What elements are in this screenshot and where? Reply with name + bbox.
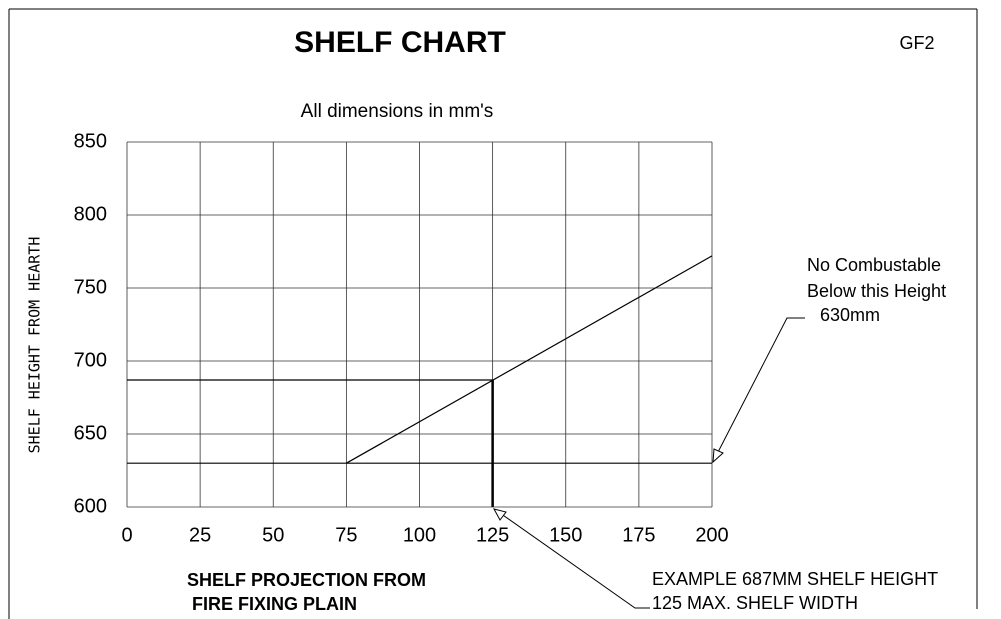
x-tick-label: 50 (262, 524, 284, 546)
chart-title: SHELF CHART (294, 26, 506, 59)
x-axis-label: FIRE FIXING PLAIN (192, 594, 357, 614)
x-tick-label: 100 (403, 524, 436, 546)
code: GF2 (899, 33, 934, 53)
x-tick-label: 25 (189, 524, 211, 546)
y-tick-label: 750 (74, 276, 107, 298)
x-axis-label: SHELF PROJECTION FROM (187, 570, 426, 590)
annotation: 630mm (820, 305, 880, 325)
y-axis-label: SHELF HEIGHT FROM HEARTH (26, 237, 44, 454)
x-tick-label: 175 (622, 524, 655, 546)
y-tick-label: 650 (74, 422, 107, 444)
arrow-head (712, 448, 724, 464)
y-tick-label: 800 (74, 203, 107, 225)
annotation: 125 MAX. SHELF WIDTH (652, 593, 858, 613)
leader-line (499, 512, 650, 609)
x-tick-label: 150 (549, 524, 582, 546)
leader-line (715, 317, 805, 457)
x-tick-label: 0 (121, 524, 132, 546)
annotation: EXAMPLE 687MM SHELF HEIGHT (652, 569, 938, 589)
x-tick-label: 125 (476, 524, 509, 546)
y-tick-label: 700 (74, 349, 107, 371)
y-tick-label: 850 (74, 130, 107, 152)
y-tick-label: 600 (74, 495, 107, 517)
x-tick-label: 75 (335, 524, 357, 546)
data-line (346, 255, 713, 464)
x-tick-label: 200 (695, 524, 728, 546)
arrow-head (493, 508, 507, 521)
annotation: No Combustable (807, 255, 941, 275)
annotation: Below this Height (807, 281, 946, 301)
subtitle: All dimensions in mm's (301, 101, 494, 122)
